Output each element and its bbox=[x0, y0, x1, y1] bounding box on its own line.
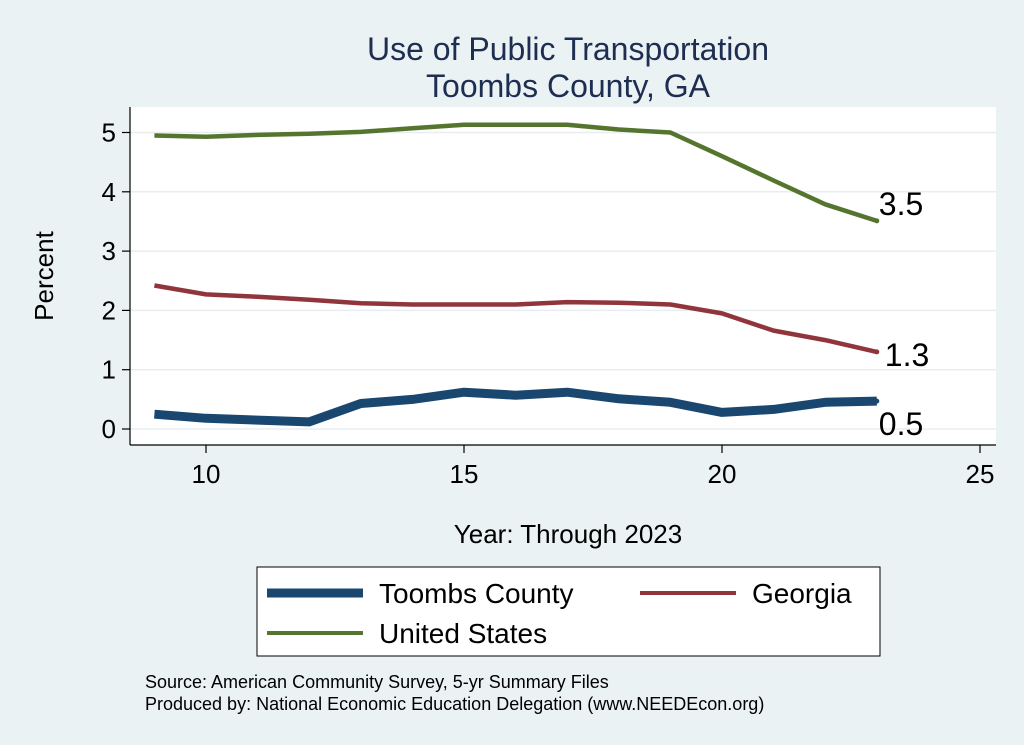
series-group: 0.5 1.3 3.5 bbox=[154, 122, 929, 442]
chart-title-line-1: Use of Public Transportation bbox=[367, 31, 769, 67]
y-tick-label-2: 2 bbox=[102, 295, 116, 325]
series-end-label-georgia: 1.3 bbox=[885, 337, 929, 373]
produced-by-note: Produced by: National Economic Education… bbox=[145, 694, 764, 714]
x-tick-label-10: 10 bbox=[192, 459, 221, 489]
y-tick-label-5: 5 bbox=[102, 118, 116, 148]
x-tick-label-25: 25 bbox=[966, 459, 995, 489]
y-axis-label: Percent bbox=[29, 230, 59, 320]
legend-box bbox=[256, 566, 881, 657]
series-end-point-georgia bbox=[874, 349, 880, 355]
y-tick-label-4: 4 bbox=[102, 177, 116, 207]
y-tick-label-1: 1 bbox=[102, 355, 116, 385]
series-end-point-toombs-county bbox=[874, 398, 880, 404]
x-axis-ticks: 10 15 20 25 bbox=[192, 445, 995, 489]
x-tick-label-20: 20 bbox=[708, 459, 737, 489]
legend-label-united-states: United States bbox=[379, 618, 547, 649]
gridlines bbox=[130, 131, 996, 430]
y-axis-ticks: 0 1 2 3 4 5 bbox=[102, 118, 130, 444]
series-line-toombs-county bbox=[154, 387, 877, 427]
legend-item-toombs-county: Toombs County bbox=[267, 578, 574, 609]
x-axis-label: Year: Through 2023 bbox=[454, 519, 682, 549]
legend-item-united-states: United States bbox=[267, 618, 547, 649]
chart-title-line-2: Toombs County, GA bbox=[426, 68, 711, 104]
y-tick-label-3: 3 bbox=[102, 236, 116, 266]
series-end-label-united-states: 3.5 bbox=[879, 186, 923, 222]
x-tick-label-15: 15 bbox=[450, 459, 479, 489]
series-end-label-toombs-county: 0.5 bbox=[879, 406, 923, 442]
legend-label-toombs-county: Toombs County bbox=[379, 578, 574, 609]
y-tick-label-0: 0 bbox=[102, 414, 116, 444]
series-end-point-united-states bbox=[874, 218, 880, 224]
series-line-united-states bbox=[154, 122, 878, 224]
source-note: Source: American Community Survey, 5-yr … bbox=[145, 672, 609, 692]
legend-label-georgia: Georgia bbox=[752, 578, 852, 609]
legend-item-georgia: Georgia bbox=[640, 578, 852, 609]
series-line-georgia bbox=[154, 283, 878, 355]
